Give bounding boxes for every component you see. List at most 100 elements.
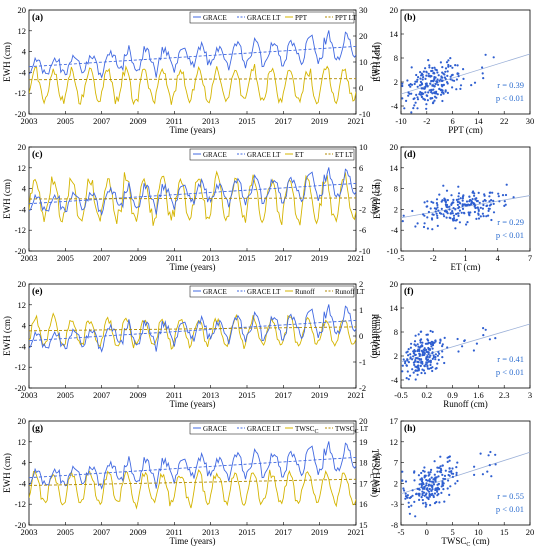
scatter-point: [418, 349, 421, 353]
y-tick-label: 8: [394, 184, 398, 194]
x-tick-label: 2015: [239, 253, 256, 263]
x-axis-label: Runoff (cm): [443, 399, 488, 409]
scatter-point: [469, 211, 472, 214]
plot-area: [29, 304, 356, 353]
scatter-point: [419, 80, 422, 83]
scatter-point: [477, 208, 480, 211]
y-tick-label: 8: [394, 327, 398, 337]
scatter-point: [437, 74, 440, 77]
scatter-point: [414, 225, 417, 228]
y-tick-label: 4: [22, 321, 27, 331]
y2-tick-label: 10: [359, 57, 368, 67]
scatter-point: [404, 492, 407, 495]
scatter-point: [432, 354, 435, 357]
y-tick-label: 17: [390, 416, 399, 426]
y-tick-label: -20: [15, 246, 26, 256]
scatter-point: [424, 77, 427, 80]
scatter-point: [450, 470, 453, 473]
y-tick-label: 2: [394, 77, 398, 87]
scatter-point: [413, 363, 416, 366]
scatter-point: [410, 66, 413, 69]
scatter-point: [427, 75, 430, 78]
scatter-point: [413, 82, 416, 86]
scatter-point: [432, 88, 435, 91]
y2-tick-label: 15: [359, 520, 368, 530]
scatter-point: [438, 193, 441, 196]
scatter-point: [434, 68, 437, 71]
scatter-point: [440, 207, 443, 210]
legend-box: [189, 422, 355, 435]
scatter-point: [420, 496, 423, 499]
legend-entry: GRACE LT: [247, 425, 281, 433]
scatter-point: [430, 79, 433, 83]
scatter-point: [439, 61, 442, 64]
p-value-label: p < 0.01: [496, 504, 524, 514]
scatter-point: [461, 345, 464, 348]
scatter-point: [421, 78, 424, 81]
scatter-point: [422, 225, 426, 229]
scatter-point: [426, 367, 430, 370]
scatter-point: [409, 85, 412, 88]
scatter-point: [422, 351, 425, 354]
correlation-label: r = 0.55: [497, 491, 524, 501]
scatter-point: [411, 209, 414, 213]
scatter-point: [418, 492, 421, 496]
y2-tick-label: 20: [359, 416, 368, 426]
scatter-point: [462, 77, 465, 80]
legend-entry: GRACE: [203, 151, 227, 159]
scatter-point: [436, 216, 439, 219]
scatter-point: [426, 99, 429, 102]
scatter-point: [423, 347, 426, 350]
scatter-point: [455, 88, 458, 91]
scatter-point: [467, 211, 470, 214]
y-tick-label: 2: [394, 478, 398, 488]
scatter-point: [459, 87, 462, 90]
scatter-point: [473, 194, 476, 197]
x-tick-label: 2011: [166, 116, 183, 126]
legend-entry: GRACE: [203, 14, 227, 22]
scatter-point: [457, 192, 461, 195]
x-axis-label: ET (cm): [450, 262, 480, 272]
panel-a: 2003 2005 2007 2009 2011 2013 2015 2017 2019 2021…: [2, 5, 380, 135]
scatter-point: [424, 342, 427, 345]
y-tick-label: 14: [390, 163, 399, 173]
scatter-point: [488, 464, 491, 467]
scatter-point: [429, 207, 432, 210]
scatter-point: [420, 72, 423, 75]
scatter-point: [431, 347, 434, 350]
scatter-point: [426, 365, 429, 368]
scatter-point: [402, 358, 405, 361]
scatter-point: [439, 338, 442, 341]
scatter-point: [482, 203, 485, 207]
scatter-point: [431, 92, 434, 95]
scatter-point: [430, 340, 433, 343]
scatter-point: [437, 466, 441, 469]
scatter-point: [416, 366, 419, 369]
scatter-point: [427, 474, 430, 477]
scatter-point: [441, 464, 444, 467]
scatter-point: [419, 478, 422, 481]
scatter-point: [466, 221, 469, 224]
scatter-point: [465, 200, 469, 203]
scatter-point: [488, 338, 491, 341]
scatter-point: [456, 203, 459, 206]
scatter-point: [443, 336, 446, 339]
scatter-point: [415, 357, 418, 360]
scatter-point: [447, 455, 451, 459]
y2-tick-label: 30: [359, 5, 368, 15]
scatter-point: [422, 87, 425, 90]
scatter-point: [434, 83, 437, 86]
scatter-point: [435, 90, 438, 93]
scatter-point: [457, 75, 460, 78]
scatter-point: [428, 490, 431, 493]
scatter-point: [468, 203, 471, 207]
forcing-trend-line: [29, 478, 356, 486]
x-tick-label: 0.2: [421, 390, 432, 400]
legend-entry: PPT LT: [335, 14, 357, 22]
panel-label: (e): [32, 286, 43, 297]
scatter-point: [445, 61, 449, 64]
scatter-point: [406, 370, 409, 373]
scatter-point: [428, 494, 431, 497]
scatter-point: [451, 467, 454, 470]
scatter-point: [413, 352, 416, 355]
